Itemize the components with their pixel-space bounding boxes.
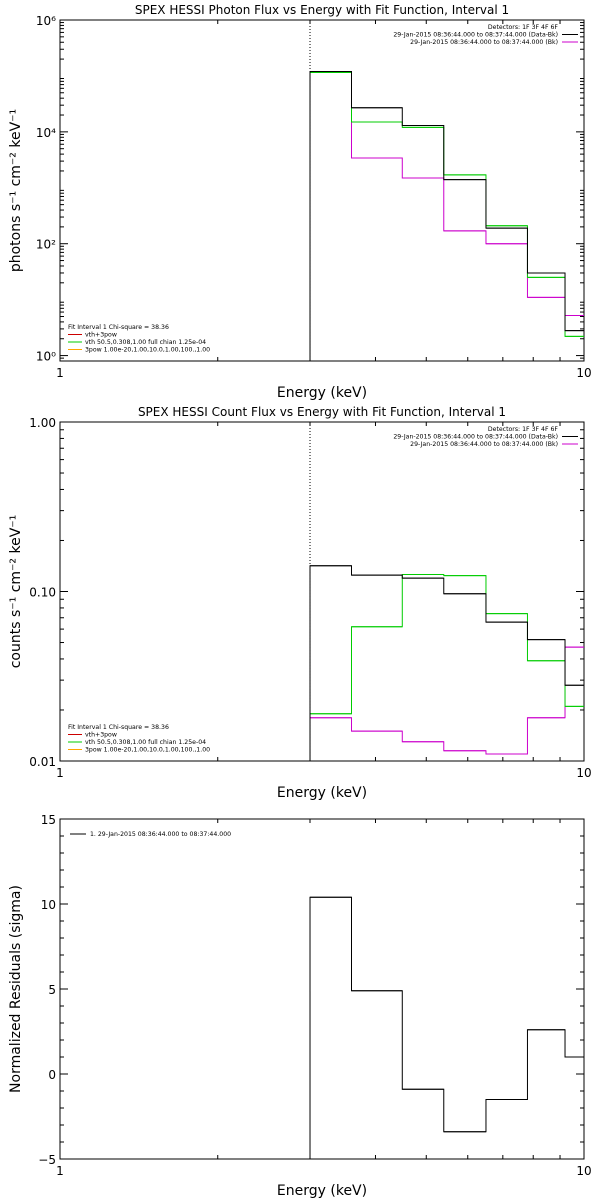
y-tick-label: 15 — [41, 813, 56, 827]
legend-bottom-left-text: 3pow 1.00e-20,1.00,10.0,1.00,100.,1.00 — [85, 347, 210, 354]
y-tick-label: 10⁶ — [36, 14, 56, 28]
x-axis-label: Energy (keV) — [277, 785, 367, 801]
series-vth-3pow — [309, 72, 584, 361]
series-vth-3pow — [309, 573, 584, 761]
panel-2: SPEX HESSI Count Flux vs Energy with Fit… — [8, 405, 592, 801]
x-axis-label: Energy (keV) — [277, 1183, 367, 1199]
series-data-bk — [309, 71, 584, 361]
legend-top-right-text: 29-Jan-2015 08:36:44.000 to 08:37:44.000… — [393, 32, 558, 39]
legend-bottom-left-text: Fit Interval 1 Chi-square = 38.36 — [68, 324, 169, 331]
y-axis-label: Normalized Residuals (sigma) — [8, 885, 24, 1093]
legend-top-right-text: 29-Jan-2015 08:36:44.000 to 08:37:44.000… — [410, 441, 558, 448]
y-tick-label: 10⁰ — [36, 350, 56, 364]
y-tick-label: 10⁴ — [36, 126, 56, 140]
y-tick-label: 0.01 — [29, 755, 56, 769]
y-tick-label: 1.00 — [29, 416, 56, 430]
y-tick-label: 0.10 — [29, 586, 56, 600]
panel-1: SPEX HESSI Photon Flux vs Energy with Fi… — [8, 3, 592, 401]
plot-frame — [59, 421, 585, 762]
legend-bottom-left-text: vth+3pow — [85, 732, 117, 739]
legend-bottom-left-text: vth+3pow — [85, 332, 117, 339]
x-tick-label: 1 — [56, 766, 64, 780]
series-line — [309, 72, 584, 361]
series-1-29-jan-2015-08-36-44-000-to-08-37-44-000 — [309, 896, 584, 1159]
x-tick-label: 10 — [576, 366, 591, 380]
series-bk — [309, 646, 584, 761]
y-axis-label: photons s⁻¹ cm⁻² keV⁻¹ — [8, 109, 24, 272]
legend-top-right-text: Detectors: 1F 3F 4F 6F — [488, 24, 559, 31]
y-tick-label: 10² — [36, 238, 56, 252]
chart-title: SPEX HESSI Photon Flux vs Energy with Fi… — [135, 3, 509, 17]
series-line — [309, 896, 584, 1159]
legend-bottom-left-text: Fit Interval 1 Chi-square = 38.36 — [68, 724, 169, 731]
series-line — [309, 573, 584, 761]
series-line — [309, 646, 584, 761]
legend-bottom-left-text: 3pow 1.00e-20,1.00,10.0,1.00,100.,1.00 — [85, 747, 210, 754]
x-tick-label: 10 — [576, 1164, 591, 1178]
y-tick-label: 0 — [48, 1068, 56, 1082]
legend-top-right-text: Detectors: 1F 3F 4F 6F — [488, 426, 559, 433]
x-axis-label: Energy (keV) — [277, 385, 367, 401]
x-tick-label: 1 — [56, 1164, 64, 1178]
y-axis-label: counts s⁻¹ cm⁻² keV⁻¹ — [8, 515, 24, 669]
series-line — [309, 71, 584, 361]
y-tick-label: 10 — [41, 898, 56, 912]
legend-bottom-left-text: vth 50.5,0.308,1.00 full chian 1.25e-04 — [85, 339, 206, 346]
series-data-bk — [309, 565, 584, 761]
x-tick-label: 1 — [56, 366, 64, 380]
panel-3: 1 10 −5 0 5 10 15 Energy (keV) Normalized Residu… — [8, 813, 592, 1199]
series-line — [309, 565, 584, 761]
y-tick-label: −5 — [38, 1153, 56, 1167]
x-tick-label: 10 — [576, 766, 591, 780]
y-tick-label: 5 — [48, 983, 56, 997]
legend-top-right-text: 29-Jan-2015 08:36:44.000 to 08:37:44.000… — [410, 39, 558, 46]
legend-bottom-left-text: vth 50.5,0.308,1.00 full chian 1.25e-04 — [85, 739, 206, 746]
chart-title: SPEX HESSI Count Flux vs Energy with Fit… — [138, 405, 506, 419]
legend-top-left-text: 1. 29-Jan-2015 08:36:44.000 to 08:37:44.… — [90, 831, 231, 838]
plot-frame — [59, 818, 585, 1160]
legend-top-right-text: 29-Jan-2015 08:36:44.000 to 08:37:44.000… — [393, 434, 558, 441]
